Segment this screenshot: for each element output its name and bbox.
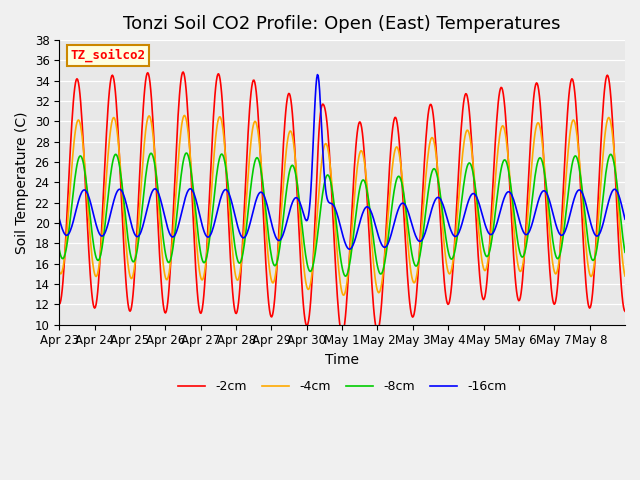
-2cm — [227, 255, 234, 261]
-16cm — [122, 199, 129, 204]
-16cm — [314, 72, 321, 77]
-8cm — [402, 207, 410, 213]
-16cm — [254, 193, 262, 199]
-4cm — [621, 273, 629, 279]
-16cm — [402, 204, 410, 209]
-4cm — [181, 113, 189, 119]
-2cm — [255, 117, 262, 122]
Line: -8cm: -8cm — [60, 153, 625, 276]
-2cm — [339, 331, 346, 336]
-2cm — [122, 275, 129, 280]
-16cm — [434, 194, 442, 200]
-16cm — [226, 192, 234, 198]
-4cm — [434, 167, 442, 172]
-8cm — [122, 216, 129, 221]
Title: Tonzi Soil CO2 Profile: Open (East) Temperatures: Tonzi Soil CO2 Profile: Open (East) Temp… — [124, 15, 561, 33]
-2cm — [276, 210, 284, 216]
-4cm — [339, 292, 347, 298]
-16cm — [621, 216, 629, 222]
-4cm — [276, 228, 284, 234]
Text: TZ_soilco2: TZ_soilco2 — [70, 48, 145, 62]
Legend: -2cm, -4cm, -8cm, -16cm: -2cm, -4cm, -8cm, -16cm — [173, 375, 511, 398]
Line: -2cm: -2cm — [60, 72, 625, 334]
-2cm — [434, 171, 442, 177]
-16cm — [275, 238, 283, 243]
-16cm — [56, 216, 63, 222]
X-axis label: Time: Time — [325, 353, 359, 367]
Y-axis label: Soil Temperature (C): Soil Temperature (C) — [15, 111, 29, 253]
-4cm — [56, 268, 63, 274]
-8cm — [276, 244, 284, 250]
-4cm — [255, 132, 262, 138]
-16cm — [346, 246, 353, 252]
-2cm — [402, 249, 410, 254]
-8cm — [342, 273, 349, 279]
-8cm — [227, 204, 234, 210]
Line: -16cm: -16cm — [60, 74, 625, 249]
-8cm — [434, 175, 442, 181]
-2cm — [179, 69, 187, 75]
-4cm — [227, 221, 234, 227]
-8cm — [182, 150, 190, 156]
-2cm — [621, 308, 629, 314]
-8cm — [56, 247, 63, 252]
Line: -4cm: -4cm — [60, 116, 625, 295]
-8cm — [255, 156, 262, 162]
-4cm — [122, 237, 129, 243]
-8cm — [621, 250, 629, 255]
-4cm — [402, 218, 410, 224]
-2cm — [56, 301, 63, 307]
